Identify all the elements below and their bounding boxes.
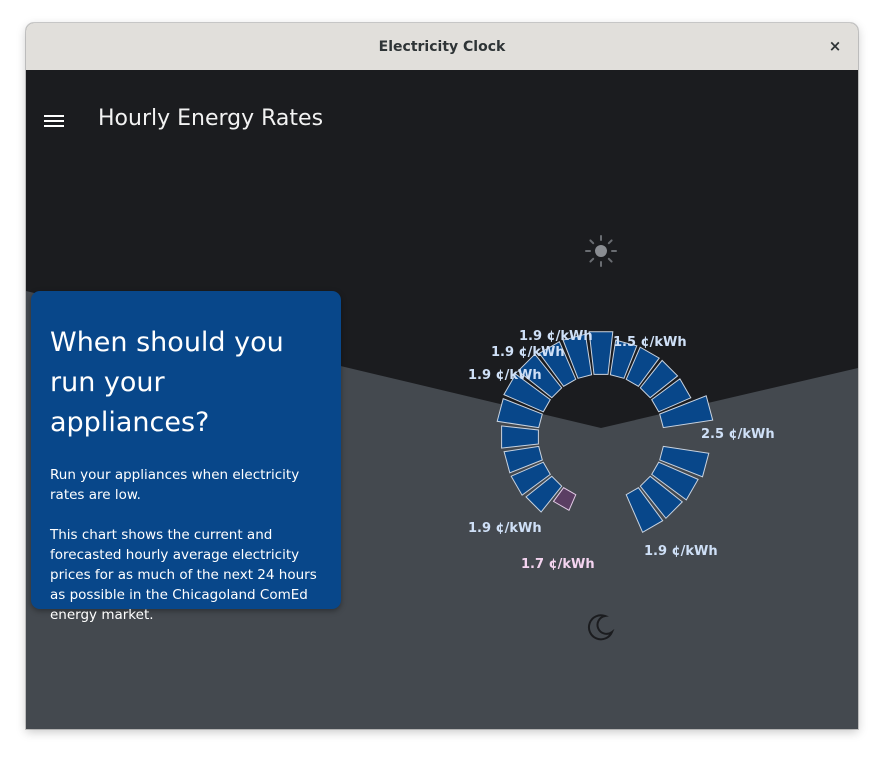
price-label: 1.9 ¢/kWh bbox=[519, 329, 593, 344]
close-icon[interactable]: × bbox=[828, 37, 842, 55]
hour-segment bbox=[562, 333, 593, 379]
hour-segment bbox=[651, 461, 699, 501]
hour-segment bbox=[625, 346, 660, 387]
hour-segment bbox=[503, 373, 551, 413]
hour-segment bbox=[588, 331, 614, 375]
hour-segment bbox=[503, 445, 543, 474]
hour-segment bbox=[609, 339, 638, 379]
price-label: 1.9 ¢/kWh bbox=[468, 368, 542, 383]
info-paragraph-2: This chart shows the current and forecas… bbox=[50, 527, 317, 623]
price-label: 1.9 ¢/kWh bbox=[644, 544, 718, 559]
hour-segment bbox=[659, 395, 714, 429]
price-label: 1.9 ¢/kWh bbox=[491, 345, 565, 360]
hour-segment bbox=[501, 425, 539, 449]
hour-segment bbox=[659, 445, 710, 478]
moon-icon bbox=[587, 614, 615, 641]
hour-segment bbox=[651, 378, 692, 413]
price-label: 1.5 ¢/kWh bbox=[613, 335, 687, 350]
info-heading: When should you run your appliances? bbox=[50, 327, 284, 438]
main-content: Hourly Energy Rates bbox=[26, 70, 858, 729]
hamburger-menu-icon[interactable] bbox=[44, 113, 64, 129]
info-card: When should you run your appliances? Run… bbox=[31, 291, 341, 623]
info-paragraph-1: Run your appliances when electricity rat… bbox=[50, 467, 300, 503]
sun-icon bbox=[585, 235, 617, 267]
hour-segment bbox=[510, 461, 551, 496]
price-clock-chart: 1.9 ¢/kWh 1.9 ¢/kWh 1.9 ¢/kWh 1.5 ¢/kWh … bbox=[468, 235, 775, 641]
hour-segment bbox=[639, 359, 679, 399]
price-label-current: 1.7 ¢/kWh bbox=[521, 557, 595, 572]
hour-segment bbox=[525, 475, 563, 513]
hour-segment bbox=[517, 353, 563, 399]
hour-segment bbox=[496, 398, 543, 429]
price-label: 2.5 ¢/kWh bbox=[701, 427, 775, 442]
price-segments bbox=[496, 331, 714, 534]
hour-segment bbox=[625, 487, 664, 534]
window-title: Electricity Clock bbox=[378, 38, 506, 55]
title-bar: Electricity Clock × bbox=[26, 23, 858, 71]
hour-segment bbox=[538, 340, 577, 387]
current-hour-segment bbox=[552, 487, 577, 512]
price-labels: 1.9 ¢/kWh 1.9 ¢/kWh 1.9 ¢/kWh 1.5 ¢/kWh … bbox=[468, 329, 775, 572]
app-window: Electricity Clock × Hourly Energy Rates bbox=[26, 23, 858, 729]
page-title: Hourly Energy Rates bbox=[98, 106, 324, 131]
hour-segment bbox=[639, 475, 684, 520]
price-label: 1.9 ¢/kWh bbox=[468, 521, 542, 536]
